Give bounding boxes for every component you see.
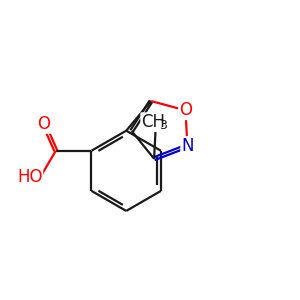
Text: N: N <box>181 137 194 155</box>
Text: HO: HO <box>17 169 42 187</box>
Text: O: O <box>179 101 192 119</box>
Text: 3: 3 <box>159 118 167 132</box>
Text: O: O <box>38 115 50 133</box>
Text: CH: CH <box>141 113 165 131</box>
